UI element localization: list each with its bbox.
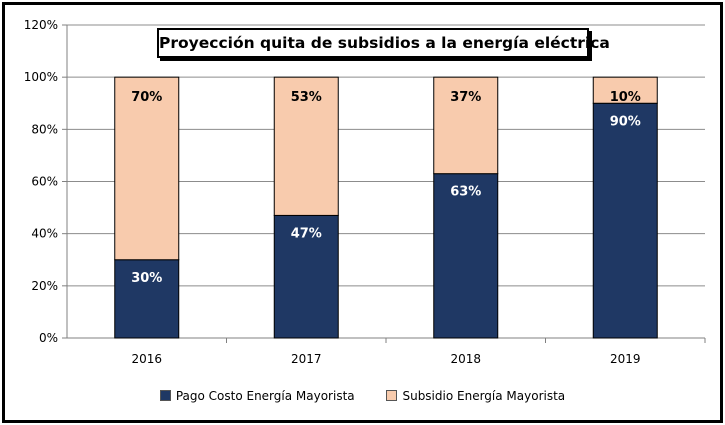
x-tick-label: 2018 (450, 352, 481, 366)
y-tick-label: 120% (24, 18, 58, 32)
legend-swatch-pago (159, 390, 171, 401)
y-tick-label: 80% (31, 122, 58, 136)
y-axis: 0% 20% 40% 60% 80% 100% 120% (24, 18, 68, 345)
bar-segment (114, 76, 180, 261)
y-tick-label: 20% (31, 279, 58, 293)
bar-segment (592, 102, 658, 339)
bar-segment (273, 214, 339, 339)
data-label: 37% (450, 90, 481, 105)
data-labels: 30% 70% 47% 53% 63% 37% 90% 10% (131, 90, 641, 286)
y-tick-label: 0% (39, 331, 58, 345)
stacked-bar-chart: 0%20%40%60%80%100%120% 2016 2017 2018 2019 … (24, 18, 706, 366)
y-tick-label: 40% (31, 227, 58, 241)
data-label: 90% (610, 114, 641, 129)
legend-item-subsidio: Subsidio Energía Mayorista (386, 389, 565, 403)
legend-label-subsidio: Subsidio Energía Mayorista (402, 389, 566, 403)
y-tick-label: 60% (31, 175, 58, 189)
bar-segment (592, 76, 658, 104)
data-label: 70% (131, 90, 162, 105)
data-label: 47% (291, 226, 322, 241)
data-label: 53% (291, 90, 322, 105)
legend-swatch-subsidio (386, 390, 398, 401)
bar-segment (114, 259, 180, 339)
x-tick-label: 2017 (291, 352, 322, 366)
legend-label-pago: Pago Costo Energía Mayorista (175, 389, 355, 403)
legend-item-pago: Pago Costo Energía Mayorista (159, 389, 355, 403)
bar-segment (433, 173, 499, 339)
y-tick-label: 100% (24, 70, 58, 84)
chart-title: Proyección quita de subsidios a la energ… (157, 28, 610, 58)
data-label: 30% (131, 271, 162, 286)
data-label: 63% (450, 185, 481, 200)
bars (114, 76, 658, 339)
bar-segment (273, 76, 339, 216)
legend: Pago Costo Energía Mayorista Subsidio En… (5, 389, 720, 403)
x-tick-label: 2019 (610, 352, 641, 366)
x-axis: 2016 2017 2018 2019 (67, 337, 706, 366)
x-tick-label: 2016 (131, 352, 162, 366)
bar-segment (433, 76, 499, 175)
data-label: 10% (610, 90, 641, 105)
